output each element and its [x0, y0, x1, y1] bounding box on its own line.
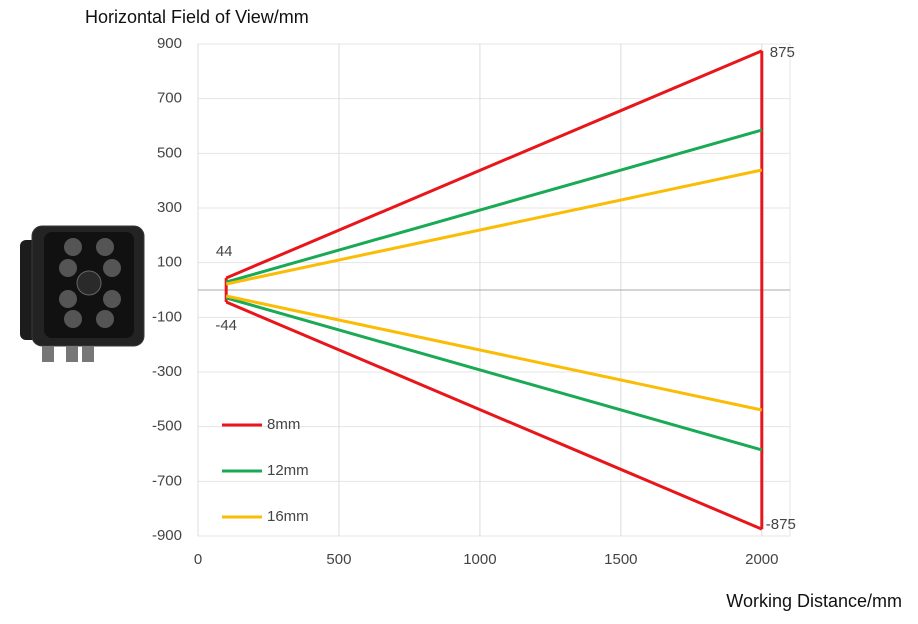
y-tick-label: -100 [152, 308, 182, 325]
data-label: -875 [766, 516, 796, 533]
x-tick-label: 1500 [604, 551, 637, 568]
x-tick-label: 1000 [463, 551, 496, 568]
legend-label: 8mm [267, 416, 300, 433]
x-tick-label: 0 [194, 551, 202, 568]
x-axis-title: Working Distance/mm [726, 591, 902, 611]
series-line [225, 168, 763, 286]
series-line [225, 128, 763, 284]
y-tick-label: 100 [157, 254, 182, 271]
camera-image [20, 225, 145, 362]
y-tick-label: 500 [157, 144, 182, 161]
y-tick-label: 700 [157, 90, 182, 107]
data-label: -44 [215, 317, 237, 334]
x-tick-label: 500 [326, 551, 351, 568]
data-label: 44 [216, 243, 233, 260]
y-tick-label: -300 [152, 363, 182, 380]
y-tick-label: -900 [152, 527, 182, 544]
series-line [225, 49, 763, 280]
y-axis-title: Horizontal Field of View/mm [85, 7, 309, 27]
data-label: 875 [770, 44, 795, 61]
series-line [225, 294, 763, 412]
series-line [225, 300, 763, 531]
y-tick-label: 300 [157, 199, 182, 216]
y-tick-label: -700 [152, 472, 182, 489]
legend-label: 16mm [267, 508, 309, 525]
y-tick-label: -500 [152, 418, 182, 435]
x-tick-label: 2000 [745, 551, 778, 568]
series-line [225, 296, 763, 452]
y-tick-label: 900 [157, 35, 182, 52]
legend-label: 12mm [267, 462, 309, 479]
